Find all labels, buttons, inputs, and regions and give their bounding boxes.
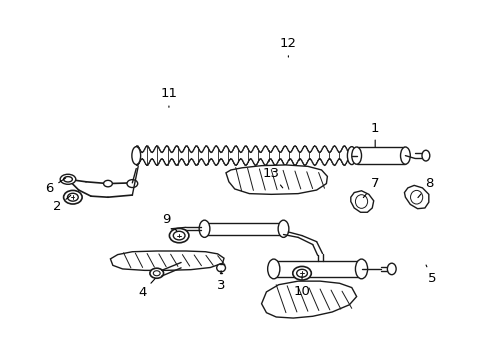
Ellipse shape (216, 264, 225, 272)
Text: 3: 3 (216, 271, 225, 292)
Ellipse shape (132, 147, 141, 165)
Ellipse shape (150, 268, 163, 278)
Ellipse shape (153, 271, 160, 276)
Ellipse shape (169, 228, 188, 243)
Polygon shape (273, 261, 361, 277)
Text: 4: 4 (138, 279, 155, 300)
Text: 2: 2 (52, 195, 71, 213)
Ellipse shape (421, 150, 429, 161)
Ellipse shape (292, 266, 311, 280)
Text: 13: 13 (262, 167, 282, 188)
Ellipse shape (173, 231, 184, 240)
Ellipse shape (199, 220, 209, 237)
Ellipse shape (410, 190, 422, 204)
Polygon shape (356, 147, 405, 164)
Text: 6: 6 (45, 178, 65, 195)
Ellipse shape (67, 193, 78, 201)
Text: 5: 5 (425, 265, 436, 285)
Polygon shape (204, 223, 283, 234)
Text: 10: 10 (293, 276, 310, 298)
Text: 7: 7 (363, 177, 379, 198)
Polygon shape (225, 165, 327, 194)
Polygon shape (261, 281, 356, 318)
Ellipse shape (60, 174, 76, 184)
Polygon shape (110, 251, 224, 270)
Polygon shape (350, 191, 373, 212)
Text: 9: 9 (162, 213, 177, 231)
Ellipse shape (278, 220, 288, 237)
Ellipse shape (351, 147, 361, 164)
Text: 11: 11 (160, 87, 177, 107)
Polygon shape (404, 185, 428, 209)
Ellipse shape (355, 259, 367, 279)
Text: 1: 1 (370, 122, 379, 147)
Ellipse shape (400, 147, 409, 164)
Ellipse shape (386, 263, 395, 275)
Ellipse shape (267, 259, 279, 279)
Ellipse shape (103, 180, 112, 187)
Ellipse shape (63, 190, 82, 204)
Text: 12: 12 (279, 37, 296, 57)
Ellipse shape (63, 177, 72, 182)
Text: 8: 8 (417, 177, 433, 198)
Ellipse shape (355, 195, 367, 208)
Ellipse shape (296, 269, 307, 277)
Ellipse shape (127, 180, 138, 188)
Ellipse shape (346, 147, 355, 165)
